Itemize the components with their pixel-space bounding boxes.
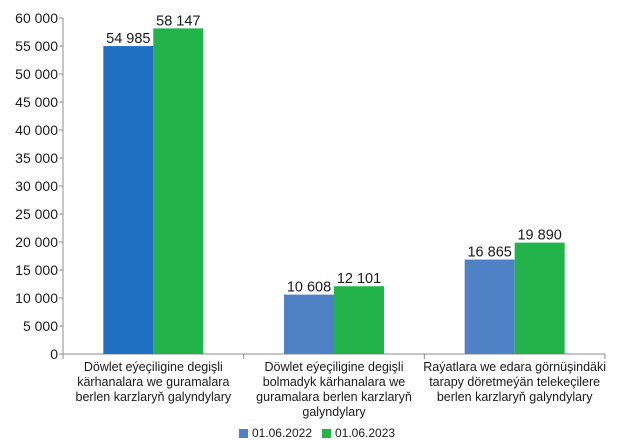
legend-item-2022: 01.06.2022 (238, 426, 312, 440)
x-category-label: Raýatlara we edara görnüşindäki (423, 360, 606, 374)
y-tick-label: 20 000 (15, 234, 58, 250)
data-label: 58 147 (156, 13, 200, 29)
y-tick-label: 30 000 (15, 178, 58, 194)
legend: 01.06.2022 01.06.2023 (0, 426, 634, 440)
x-category-label: kärhanalara we guramalara (77, 375, 229, 389)
legend-swatch-2022 (238, 428, 248, 438)
bar-01.06.2023-cat2 (334, 286, 384, 354)
y-tick-label: 55 000 (15, 38, 58, 54)
y-tick-label: 10 000 (15, 290, 58, 306)
x-category-label: bolmadyk kärhanalara we (263, 375, 405, 389)
y-tick-label: 60 000 (15, 10, 58, 26)
x-category-label: guramalara berlen karzlaryň (256, 390, 412, 404)
x-category-label: berlen karzlaryň galyndylary (437, 390, 593, 404)
x-category-label: tarapy döretmeýän telekeçilere (429, 375, 600, 389)
x-category-label: berlen karzlaryň galyndylary (76, 390, 232, 404)
legend-item-2023: 01.06.2023 (322, 426, 395, 440)
data-label: 10 608 (287, 280, 331, 296)
y-tick-label: 15 000 (15, 262, 58, 278)
x-category-label: Döwlet eýeçiligine degişli (265, 360, 404, 374)
legend-swatch-2023 (322, 428, 331, 438)
y-tick-label: 50 000 (15, 66, 58, 82)
y-tick-label: 35 000 (15, 150, 58, 166)
legend-label-2022: 01.06.2022 (251, 426, 312, 440)
bar-01.06.2022-cat2 (284, 294, 334, 354)
y-tick-label: 40 000 (15, 122, 58, 138)
bar-01.06.2022-cat1 (103, 46, 154, 355)
data-label: 19 890 (517, 228, 561, 244)
y-tick-label: 5 000 (23, 318, 58, 334)
x-category-label: Döwlet eýeçiligine degişli (84, 360, 223, 374)
data-label: 12 101 (337, 271, 381, 287)
bar-01.06.2023-cat3 (514, 242, 565, 354)
bar-01.06.2022-cat3 (464, 259, 515, 354)
bar-01.06.2023-cat1 (153, 28, 204, 354)
y-tick-label: 0 (50, 346, 58, 362)
x-category-label: galyndylary (302, 405, 366, 419)
y-tick-label: 25 000 (15, 206, 58, 222)
y-tick-label: 45 000 (15, 94, 58, 110)
bar-chart: 0 5 000 10 000 15 000 20 000 25 000 30 000 35 0… (15, 10, 606, 419)
legend-label-2023: 01.06.2023 (335, 426, 396, 440)
data-label: 16 865 (467, 245, 511, 261)
data-label: 54 985 (106, 31, 150, 47)
